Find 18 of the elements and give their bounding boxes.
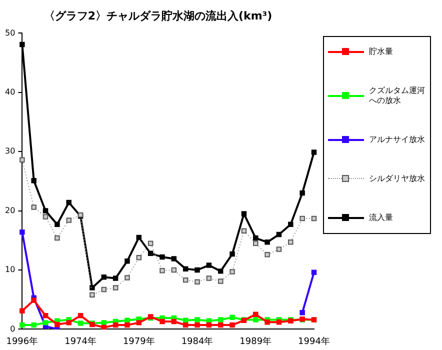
y-tick-label: 10 bbox=[4, 265, 16, 274]
y-tick-label: 50 bbox=[4, 28, 16, 38]
y-tick-label: 40 bbox=[4, 87, 16, 96]
y-tick-label: 0 bbox=[10, 324, 16, 334]
y-tick-label: 20 bbox=[4, 206, 16, 215]
x-tick-label: 1994年 bbox=[298, 336, 330, 347]
x-tick-label: 1996年 bbox=[6, 336, 38, 347]
x-tick-label: 1974年 bbox=[64, 336, 96, 347]
legend-label: シルダリヤ放水 bbox=[369, 174, 425, 184]
legend-label: アルナサイ放水 bbox=[369, 135, 425, 145]
chart-title: 〈グラフ2〉チャルダラ貯水湖の流出入(km³) bbox=[44, 9, 272, 22]
x-tick-label: 1989年 bbox=[240, 336, 272, 347]
x-tick-label: 1979年 bbox=[122, 336, 155, 347]
legend-label: 貯水量 bbox=[369, 47, 393, 57]
legend-label: 流入量 bbox=[369, 213, 393, 223]
x-tick-label: 1984年 bbox=[181, 336, 214, 347]
legend-label: クズルタム運河への放水 bbox=[369, 86, 426, 106]
y-tick-label: 30 bbox=[4, 146, 16, 156]
